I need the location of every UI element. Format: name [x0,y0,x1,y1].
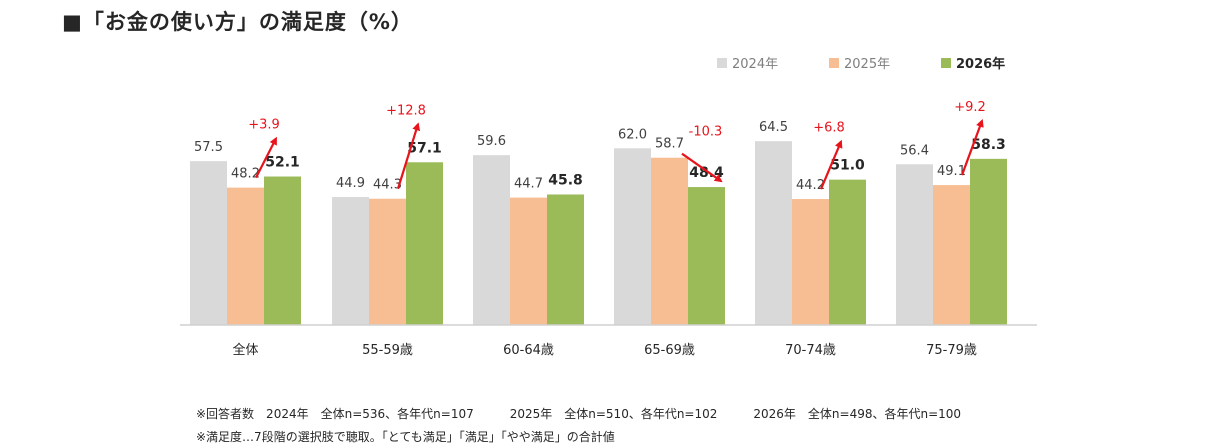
data-label-2024-5: 56.4 [900,143,929,158]
bar-2026-5 [970,158,1007,325]
change-arrows-group: +3.9 +12.8 -10.3 +6.8 +9.2 [248,100,986,190]
bars-group [190,141,1007,325]
change-arrow-1 [396,122,421,190]
bar-2024-4 [755,141,792,325]
data-label-2026-4: 51.0 [830,158,865,174]
legend-swatch-2026 [941,58,951,68]
bar-2025-3 [651,157,688,325]
data-label-2026-0: 52.1 [265,155,300,171]
data-label-2026-2: 45.8 [548,172,583,188]
data-label-2026-1: 57.1 [407,140,442,156]
x-tick-label-1: 55-59歳 [362,343,413,358]
data-label-2026-5: 58.3 [971,137,1006,153]
bar-2025-5 [933,185,970,325]
x-tick-label-2: 60-64歳 [503,343,554,358]
change-arrow-0 [255,136,277,179]
bar-2025-0 [227,187,264,325]
x-tick-label-0: 全体 [232,342,258,358]
data-label-2024-3: 62.0 [618,127,647,142]
data-label-2025-0: 48.2 [231,167,260,182]
change-arrow-5 [960,118,984,176]
legend-swatch-2025 [829,58,839,68]
bar-2026-2 [547,194,584,325]
x-tick-labels: 全体 55-59歳 60-64歳 65-69歳 70-74歳 75-79歳 [232,342,976,358]
x-tick-label-4: 70-74歳 [785,343,836,358]
bar-2025-4 [792,199,829,325]
data-label-2025-4: 44.2 [796,178,825,193]
change-label-4: +6.8 [813,121,845,136]
bar-2024-1 [332,197,369,325]
bar-2024-0 [190,161,227,325]
data-label-2025-2: 44.7 [514,177,543,192]
change-label-0: +3.9 [248,118,280,133]
x-tick-label-5: 75-79歳 [926,343,977,358]
legend-label-2025: 2025年 [844,57,890,72]
bar-2024-5 [896,164,933,325]
chart-title: ■「お金の使い方」の満足度（%） [62,10,413,34]
data-label-2024-2: 59.6 [477,134,506,149]
x-tick-label-3: 65-69歳 [644,343,695,358]
bar-2026-0 [264,176,301,325]
change-label-3: -10.3 [689,125,723,140]
change-label-5: +9.2 [954,100,986,115]
change-label-1: +12.8 [386,103,426,118]
data-label-2024-1: 44.9 [336,176,365,191]
bar-2024-2 [473,155,510,325]
data-label-2024-0: 57.5 [194,140,223,155]
bar-2025-1 [369,198,406,325]
legend-label-2024: 2024年 [732,57,778,72]
data-label-2025-3: 58.7 [655,137,684,152]
data-label-2025-5: 49.1 [937,164,966,179]
legend-swatch-2024 [717,58,727,68]
bar-2024-3 [614,148,651,325]
data-label-2024-4: 64.5 [759,120,788,135]
data-labels-group: 57.5 48.2 52.1 44.9 44.3 57.1 59.6 44.7 45.8 62.0… [194,120,1006,193]
bar-2026-3 [688,187,725,325]
legend-label-2026: 2026年 [956,56,1005,72]
bar-2026-1 [406,162,443,325]
change-arrow-3 [681,152,723,183]
bar-2026-4 [829,179,866,325]
bar-2025-2 [510,197,547,325]
legend: 2024年 2025年 2026年 [717,56,1005,72]
change-arrow-4 [819,139,843,190]
satisfaction-definition-note: ※満足度…7段階の選択肢で聴取。「とても満足」「満足」「やや満足」の合計値 [196,430,615,444]
respondents-note: ※回答者数 2024年 全体n=536、各年代n=107 2025年 全体n=5… [196,407,962,421]
data-label-2025-1: 44.3 [373,178,402,193]
